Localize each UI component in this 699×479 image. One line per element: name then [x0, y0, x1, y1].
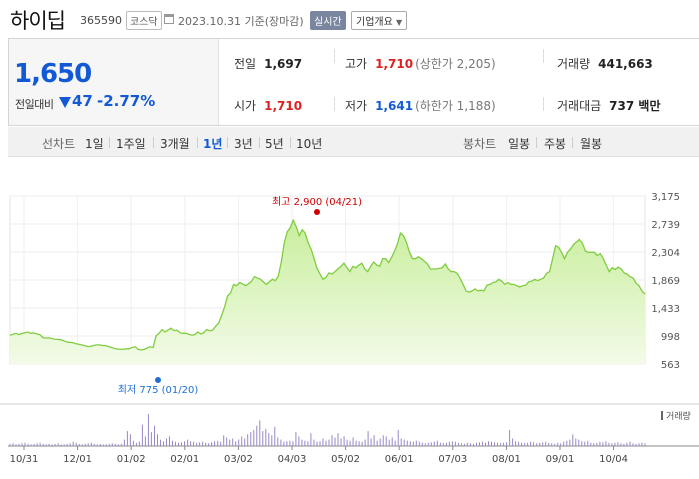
low-cell: 저가 1,641 (하한가 1,188) — [345, 97, 496, 114]
volume-cell: 거래량 441,663 — [557, 55, 653, 72]
x-tick-label: 05/02 — [331, 454, 360, 465]
volume-legend-label: 거래량 — [666, 410, 691, 422]
volume-value: 441,663 — [598, 57, 653, 71]
x-tick-label: 10/31 — [10, 454, 39, 465]
prev-close-cell: 전일 1,697 — [234, 55, 302, 72]
line-chart-label: 선차트 — [42, 137, 76, 151]
divider — [109, 137, 110, 148]
period-1y[interactable]: 1년 — [203, 137, 223, 151]
period-3y[interactable]: 3년 — [234, 137, 253, 151]
x-tick-label: 07/03 — [438, 454, 467, 465]
chevron-down-icon: ▼ — [396, 18, 403, 27]
divider — [543, 97, 544, 111]
open-cell: 시가 1,710 — [234, 97, 302, 114]
amount-label: 거래대금 — [557, 99, 602, 113]
divider — [543, 49, 544, 63]
date-text: 2023.10.31 기준(장마감) — [178, 15, 304, 28]
divider — [334, 49, 335, 63]
y-tick-label: 3,175 — [651, 192, 680, 203]
divider — [290, 137, 291, 148]
stock-name: 하이딥 — [10, 9, 66, 33]
prev-close-value: 1,697 — [264, 57, 303, 71]
high-label: 고가 — [345, 57, 368, 71]
price-line — [9, 218, 646, 351]
period-bar: 선차트 1일 1주일 3개월 1년 3년 5년 10년 봉차트 일봉 주봉 월봉 — [8, 127, 699, 157]
volume-legend-icon — [661, 411, 663, 420]
period-10y[interactable]: 10년 — [296, 137, 323, 151]
price-change-pct: -2.77% — [97, 92, 156, 110]
upper-limit: (상한가 2,205) — [415, 57, 496, 71]
divider — [153, 137, 154, 148]
prev-day-label: 전일대비 — [15, 98, 54, 111]
period-3m[interactable]: 3개월 — [160, 137, 190, 151]
calendar-icon — [164, 14, 174, 24]
price-summary: 1,650 전일대비 47 -2.77% 전일 1,697 고가 1,710 (상한가… — [8, 38, 699, 126]
period-1w[interactable]: 1주일 — [116, 137, 146, 151]
volume-label: 거래량 — [557, 57, 591, 71]
low-label: 저가 — [345, 99, 368, 113]
stock-header: 하이딥 365590 코스닥 2023.10.31 기준(장마감) 실시간 기업… — [0, 0, 699, 36]
x-tick-label: 09/01 — [546, 454, 575, 465]
x-tick-label: 10/04 — [599, 454, 628, 465]
price-change: 47 — [72, 92, 93, 110]
open-value: 1,710 — [264, 99, 303, 113]
current-price: 1,650 — [14, 59, 92, 89]
candle-monthly[interactable]: 월봉 — [580, 137, 603, 151]
period-5y[interactable]: 5년 — [265, 137, 284, 151]
divider — [536, 137, 537, 148]
y-tick-label: 2,304 — [651, 248, 680, 259]
prev-close-label: 전일 — [234, 57, 257, 71]
x-tick-label: 01/02 — [117, 454, 146, 465]
candle-weekly[interactable]: 주봉 — [544, 137, 567, 151]
y-tick-label: 1,869 — [651, 276, 680, 287]
divider — [572, 137, 573, 148]
realtime-button[interactable]: 실시간 — [310, 11, 346, 30]
max-label: 최고 2,900 (04/21) — [272, 196, 362, 208]
divider — [227, 137, 228, 148]
min-label: 최저 775 (01/20) — [118, 384, 199, 396]
divider — [197, 137, 198, 148]
candle-daily[interactable]: 일봉 — [508, 137, 531, 151]
amount-cell: 거래대금 737 백만 — [557, 97, 660, 114]
y-tick-label: 998 — [661, 332, 680, 343]
price-chart[interactable]: 3,175 2,739 2,304 1,869 1,433 998 563 최고 2,900 … — [0, 180, 699, 479]
corp-info-label: 기업개요 — [356, 17, 393, 28]
divider — [334, 97, 335, 111]
high-value: 1,710 — [375, 57, 414, 71]
lower-limit: (하한가 1,188) — [415, 99, 496, 113]
market-badge: 코스닥 — [126, 11, 162, 30]
x-tick-label: 12/01 — [63, 454, 92, 465]
period-1d[interactable]: 1일 — [85, 137, 104, 151]
min-marker — [155, 377, 161, 383]
down-arrow-icon — [59, 97, 71, 108]
price-area — [10, 220, 645, 364]
candle-chart-label: 봉차트 — [463, 137, 497, 151]
divider — [259, 137, 260, 148]
open-label: 시가 — [234, 99, 257, 113]
x-tick-label: 02/01 — [170, 454, 199, 465]
high-cell: 고가 1,710 (상한가 2,205) — [345, 55, 496, 72]
y-tick-label: 1,433 — [651, 304, 680, 315]
current-price-panel: 1,650 전일대비 47 -2.77% — [9, 39, 219, 125]
y-tick-label: 563 — [661, 360, 680, 371]
low-value: 1,641 — [375, 99, 414, 113]
corp-info-dropdown[interactable]: 기업개요 ▼ — [351, 11, 408, 30]
x-tick-label: 08/01 — [492, 454, 521, 465]
x-tick-label: 03/02 — [224, 454, 253, 465]
amount-value: 737 백만 — [609, 99, 661, 113]
x-tick-label: 04/03 — [278, 454, 307, 465]
y-tick-label: 2,739 — [651, 220, 680, 231]
stock-code: 365590 — [80, 14, 122, 27]
max-marker — [314, 209, 320, 215]
x-tick-label: 06/01 — [385, 454, 414, 465]
